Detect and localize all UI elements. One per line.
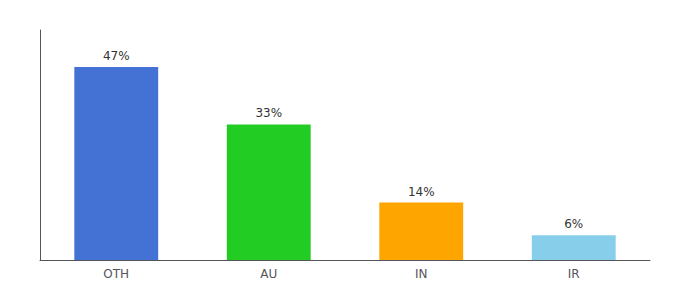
svg-text:33%: 33%: [255, 106, 282, 120]
svg-text:IR: IR: [568, 267, 580, 281]
svg-text:OTH: OTH: [103, 267, 129, 281]
svg-text:47%: 47%: [103, 49, 130, 63]
svg-text:14%: 14%: [408, 185, 435, 199]
svg-text:AU: AU: [260, 267, 277, 281]
svg-text:6%: 6%: [564, 217, 583, 231]
svg-text:IN: IN: [415, 267, 428, 281]
